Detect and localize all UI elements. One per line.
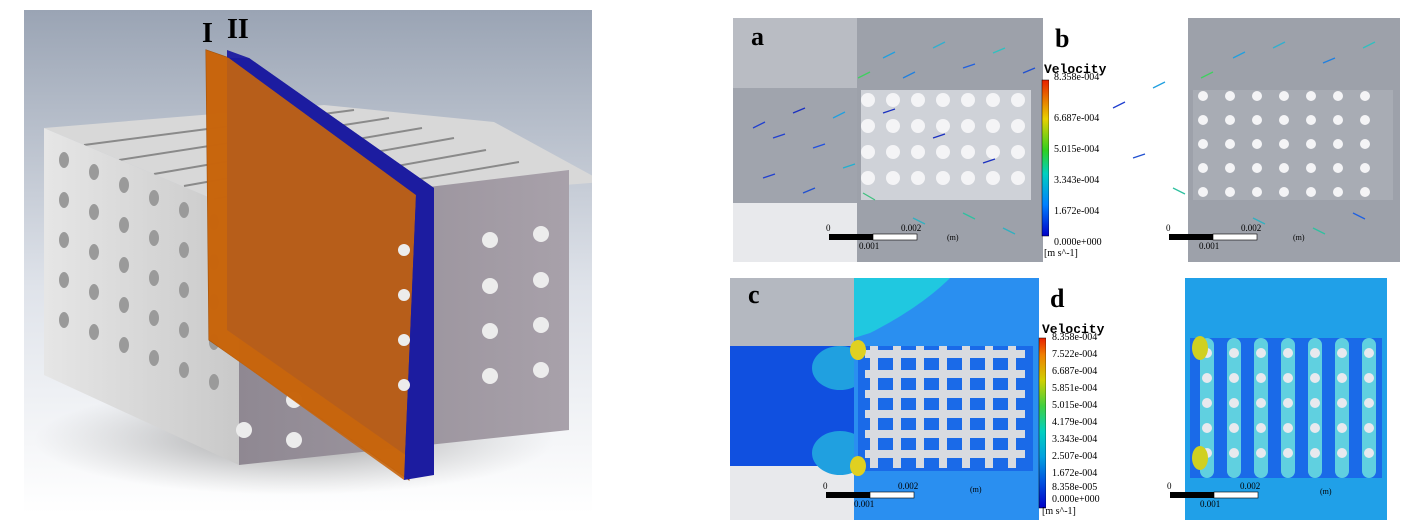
legend-top-value: 1.672e-004: [1054, 206, 1100, 217]
legend-bottom: Velocity 8.358e-004 7.522e-004 6.687e-00…: [1042, 322, 1112, 520]
svg-text:0.002: 0.002: [898, 481, 918, 491]
svg-text:(m): (m): [1293, 233, 1305, 242]
legend-top-value: 5.015e-004: [1054, 144, 1100, 155]
panel-label-a: a: [751, 22, 764, 51]
panel-label-d: d: [1050, 284, 1065, 313]
vector-panel: 0 0.002 (m) 0.001 0 0.002 (m) 0.001 a b …: [733, 18, 1400, 262]
svg-text:0.001: 0.001: [1199, 241, 1219, 251]
svg-text:0: 0: [823, 481, 828, 491]
legend-bottom-value: 0.000e+000: [1052, 494, 1100, 505]
plane-label-i: I: [202, 18, 213, 49]
svg-text:(m): (m): [970, 485, 982, 494]
model-3d-panel: I II: [24, 10, 604, 514]
contour-panel: 0 0.002 (m) 0.001 0 0.002 (m) 0.001 c d …: [730, 278, 1387, 520]
legend-top-title: Velocity: [1044, 62, 1107, 77]
legend-bottom-unit: [m s^-1]: [1042, 506, 1076, 517]
panel-label-c: c: [748, 280, 760, 309]
contour-plot: 0 0.002 (m) 0.001 0 0.002 (m) 0.001: [730, 278, 1387, 520]
legend-bottom-value: 6.687e-004: [1052, 366, 1098, 377]
svg-text:0.002: 0.002: [1241, 223, 1261, 233]
model-3d-render: I II: [24, 10, 604, 514]
legend-bottom-value: 1.672e-004: [1052, 468, 1098, 479]
scale-bar-a: 0 0.002 (m) 0.001: [826, 223, 959, 251]
svg-text:0.001: 0.001: [859, 241, 879, 251]
svg-text:0: 0: [826, 223, 831, 233]
legend-top: Velocity 8.358e-004 6.687e-004 5.015e-00…: [1044, 62, 1114, 262]
legend-bottom-title: Velocity: [1042, 322, 1105, 337]
legend-top-value: 3.343e-004: [1054, 175, 1100, 186]
plane-label-ii: II: [227, 14, 249, 45]
legend-bottom-value: 4.179e-004: [1052, 417, 1098, 428]
legend-bottom-value: 5.851e-004: [1052, 383, 1098, 394]
svg-text:0.002: 0.002: [901, 223, 921, 233]
svg-text:0.001: 0.001: [1200, 499, 1220, 509]
legend-bottom-value: 3.343e-004: [1052, 434, 1098, 445]
svg-text:0.001: 0.001: [854, 499, 874, 509]
legend-bottom-value: 8.358e-005: [1052, 482, 1098, 493]
scale-bar-c: 0 0.002 (m) 0.001: [823, 481, 982, 509]
legend-top-value: 0.000e+000: [1054, 237, 1102, 248]
svg-text:0.002: 0.002: [1240, 481, 1260, 491]
legend-bottom-value: 7.522e-004: [1052, 349, 1098, 360]
panel-label-b: b: [1055, 24, 1070, 53]
legend-top-value: 8.358e-004: [1054, 72, 1100, 83]
scale-bar-b: 0 0.002 (m) 0.001: [1166, 223, 1305, 251]
svg-text:(m): (m): [1320, 487, 1332, 496]
svg-text:0: 0: [1166, 223, 1171, 233]
svg-text:(m): (m): [947, 233, 959, 242]
legend-top-unit: [m s^-1]: [1044, 248, 1078, 259]
svg-text:0: 0: [1167, 481, 1172, 491]
scale-bar-d: 0 0.002 (m) 0.001: [1167, 481, 1332, 509]
legend-bottom-value: 8.358e-004: [1052, 332, 1098, 343]
vector-plot: 0 0.002 (m) 0.001 0 0.002 (m) 0.001: [733, 18, 1400, 262]
legend-bottom-value: 5.015e-004: [1052, 400, 1098, 411]
legend-bottom-value: 2.507e-004: [1052, 451, 1098, 462]
legend-top-value: 6.687e-004: [1054, 113, 1100, 124]
